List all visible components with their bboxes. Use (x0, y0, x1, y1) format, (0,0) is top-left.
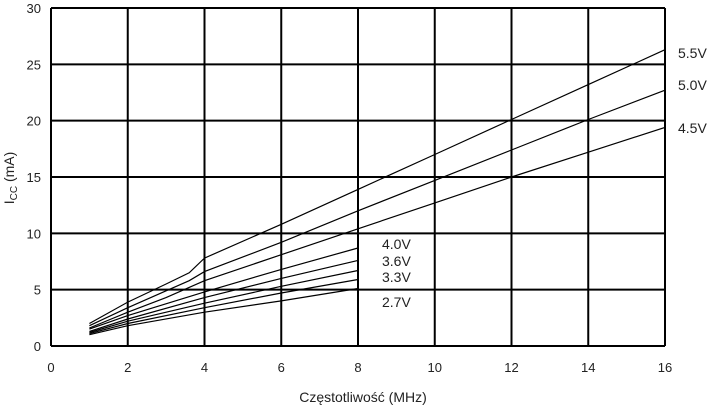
y-axis-title-subscript: CC (9, 186, 20, 200)
series-label: 4.5V (678, 120, 707, 136)
x-tick-label: 10 (428, 360, 442, 375)
y-axis-title-main: I (1, 200, 17, 204)
x-tick-label: 2 (124, 360, 131, 375)
y-axis-title-unit: (mA) (1, 152, 17, 186)
y-tick-label: 20 (27, 114, 41, 129)
y-tick-label: 10 (27, 226, 41, 241)
y-tick-label: 15 (27, 170, 41, 185)
series-label: 2.7V (382, 294, 411, 310)
series-label: 3.6V (382, 253, 411, 269)
series-line (89, 259, 359, 332)
y-tick-label: 30 (27, 1, 41, 16)
series-label: 4.0V (382, 236, 411, 252)
series-lines (89, 49, 666, 336)
x-tick-labels: 0 2 4 6 8 10 12 14 16 (47, 360, 672, 375)
x-axis-title: Częstotliwość (MHz) (299, 389, 427, 405)
y-tick-label: 0 (34, 339, 41, 354)
series-line (89, 287, 359, 336)
x-tick-label: 4 (201, 360, 208, 375)
series-labels: 5.5V 5.0V 4.5V 4.0V3.6V3.3V 2.7V (382, 45, 707, 310)
series-line (89, 269, 359, 334)
x-tick-label: 16 (658, 360, 672, 375)
x-tick-label: 12 (504, 360, 518, 375)
y-tick-label: 5 (34, 283, 41, 298)
series-line (89, 247, 359, 330)
x-tick-label: 14 (581, 360, 595, 375)
series-line (89, 126, 666, 329)
y-axis-title: ICC (mA) (1, 152, 20, 205)
y-tick-label: 25 (27, 57, 41, 72)
y-tick-labels: 0 5 10 15 20 25 30 (27, 1, 41, 354)
x-tick-label: 8 (354, 360, 361, 375)
series-line (89, 49, 666, 325)
series-line (89, 89, 666, 327)
series-label: 5.0V (678, 77, 707, 93)
x-tick-label: 0 (47, 360, 54, 375)
series-label: 3.3V (382, 269, 411, 285)
series-line (89, 278, 359, 335)
series-label: 5.5V (678, 45, 707, 61)
x-tick-label: 6 (278, 360, 285, 375)
